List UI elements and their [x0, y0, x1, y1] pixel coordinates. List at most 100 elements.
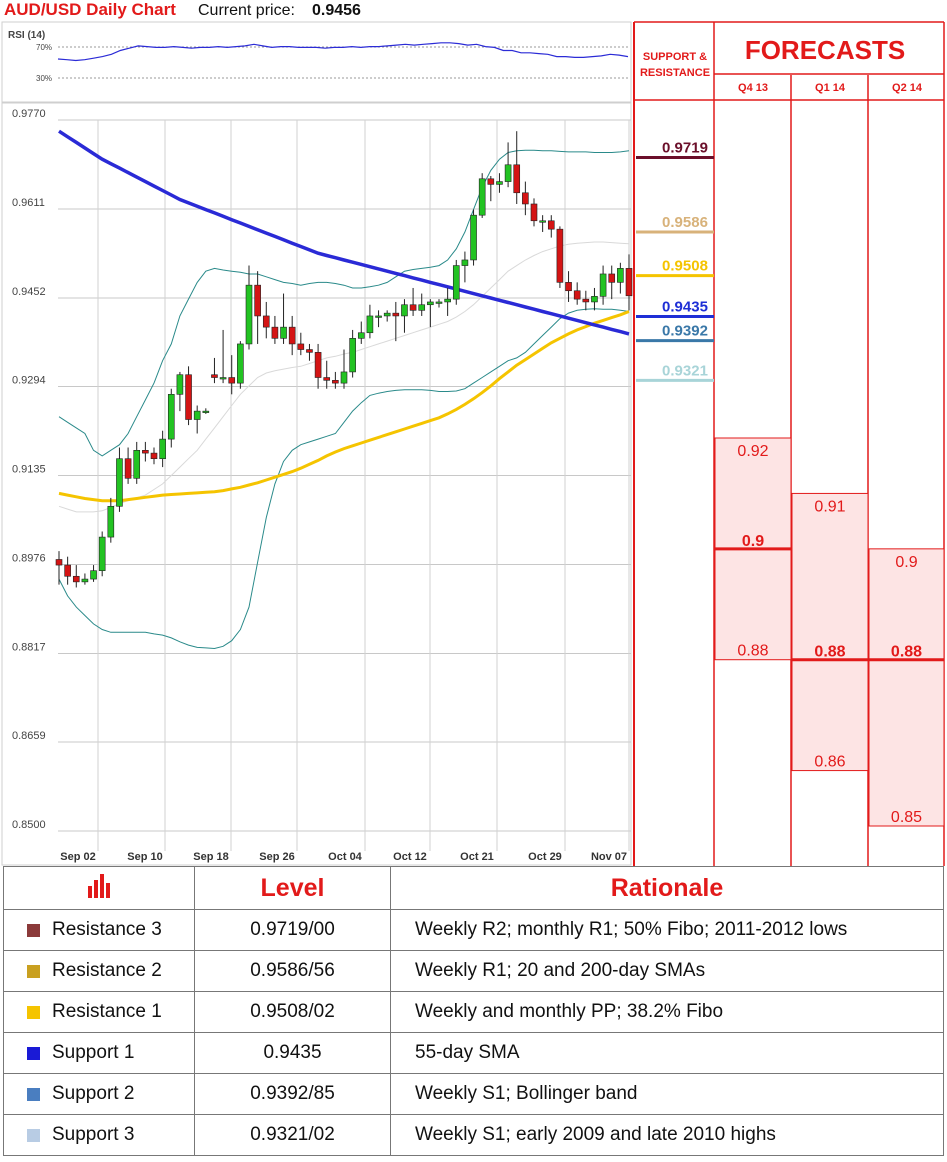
chart-title: AUD/USD Daily Chart	[4, 0, 176, 19]
candle-body	[72, 575, 80, 583]
candle	[539, 215, 546, 232]
quarter-label-q4-13: Q4 13	[738, 82, 768, 94]
candle	[72, 565, 80, 588]
candle	[357, 321, 365, 344]
candle-body	[409, 304, 417, 311]
candle-body	[582, 298, 590, 303]
candle-body	[375, 315, 382, 318]
candle-body	[617, 268, 624, 283]
x-tick-label: Oct 29	[528, 851, 562, 863]
sr-level-label: 0.9508	[662, 258, 708, 275]
candle	[565, 271, 572, 302]
table-row: Support 3 0.9321/02 Weekly S1; early 200…	[3, 1114, 944, 1156]
candle	[176, 371, 184, 412]
x-tick-label: Oct 12	[393, 851, 427, 863]
rsi-panel	[1, 21, 632, 103]
candle	[55, 551, 63, 585]
bar-chart-icon	[88, 873, 110, 898]
row-name: Resistance 1	[52, 1001, 162, 1022]
candle-body	[487, 178, 495, 185]
candle	[202, 408, 210, 414]
candle	[366, 304, 374, 339]
candle-body	[176, 374, 184, 395]
candle	[435, 299, 443, 308]
candle-body	[444, 298, 451, 303]
bollinger-lower-line	[58, 308, 630, 650]
candle	[547, 215, 555, 238]
candle-body	[332, 380, 339, 384]
candle	[323, 360, 331, 389]
row-level: 0.9586/56	[194, 950, 391, 992]
sma55-line	[58, 129, 630, 336]
forecast-mid-label: 0.88	[814, 644, 845, 661]
candle	[332, 371, 339, 389]
current-price-value: 0.9456	[312, 2, 361, 19]
candle	[530, 198, 538, 227]
row-rationale: Weekly and monthly PP; 38.2% Fibo	[390, 991, 944, 1033]
sma-yellow-line	[58, 310, 630, 503]
candle	[340, 349, 348, 389]
row-color-swatch	[27, 1128, 40, 1142]
bollinger-upper-line	[58, 149, 630, 457]
candle	[219, 329, 227, 384]
candle-body	[262, 315, 270, 328]
y-tick-label: 0.9452	[12, 286, 46, 298]
levels-header-icon-cell	[3, 866, 195, 910]
candle-body	[280, 326, 287, 339]
candle	[608, 265, 616, 300]
candle-body	[461, 259, 469, 266]
candle	[383, 310, 391, 322]
candle-body	[573, 290, 581, 300]
candle-body	[323, 377, 331, 381]
levels-table: Level Rationale Resistance 3 0.9719/00 W…	[3, 866, 944, 1156]
candle	[409, 287, 417, 316]
candle	[64, 556, 71, 585]
table-row: Support 2 0.9392/85 Weekly S1; Bollinger…	[3, 1073, 944, 1115]
row-rationale: Weekly S1; Bollinger band	[390, 1073, 944, 1115]
candle-body	[314, 352, 322, 378]
moving-averages	[58, 129, 630, 503]
candle	[556, 226, 564, 288]
row-color-swatch	[27, 964, 40, 978]
candle-body	[427, 301, 434, 306]
candle	[625, 254, 633, 311]
aud-usd-chart: AUD/USD Daily Chart Current price: 0.945…	[1, 0, 945, 866]
x-tick-label: Nov 07	[591, 851, 627, 863]
candle-body	[297, 343, 305, 350]
row-name: Support 1	[52, 1042, 135, 1063]
row-name: Resistance 3	[52, 919, 162, 940]
candle-body	[435, 301, 443, 304]
candle	[98, 531, 106, 577]
candle-body	[539, 220, 546, 223]
candle-body	[306, 349, 313, 353]
sr-level-label: 0.9435	[662, 299, 708, 316]
candle	[599, 265, 607, 305]
candle	[116, 447, 123, 512]
candle-body	[383, 312, 391, 317]
candle	[306, 343, 313, 361]
candle	[262, 301, 270, 339]
row-name: Support 3	[52, 1124, 135, 1145]
candle-body	[211, 374, 218, 378]
y-tick-label: 0.8817	[12, 642, 46, 654]
candle-body	[288, 326, 296, 345]
y-axis-ticks: 0.9770 0.9611 0.9452 0.9294 0.9135 0.8976 0.88…	[12, 108, 46, 831]
forecast-range-box	[791, 492, 869, 772]
candle	[496, 173, 503, 193]
sr-level-label: 0.9321	[662, 362, 708, 379]
candle-body	[608, 273, 616, 283]
row-color-swatch	[27, 1005, 40, 1019]
candle-body	[530, 203, 538, 222]
candle	[513, 131, 521, 204]
candle-body	[133, 450, 141, 479]
row-rationale: Weekly R2; monthly R1; 50% Fibo; 2011-20…	[390, 909, 944, 951]
levels-table-header: Level Rationale	[3, 866, 944, 910]
candle-body	[556, 228, 564, 283]
candle	[167, 388, 175, 448]
candle-body	[349, 338, 356, 373]
row-level: 0.9392/85	[194, 1073, 391, 1115]
y-tick-label: 0.8659	[12, 730, 46, 742]
candle	[573, 282, 581, 305]
table-row: Support 1 0.9435 55-day SMA	[3, 1032, 944, 1074]
candle	[375, 310, 382, 328]
